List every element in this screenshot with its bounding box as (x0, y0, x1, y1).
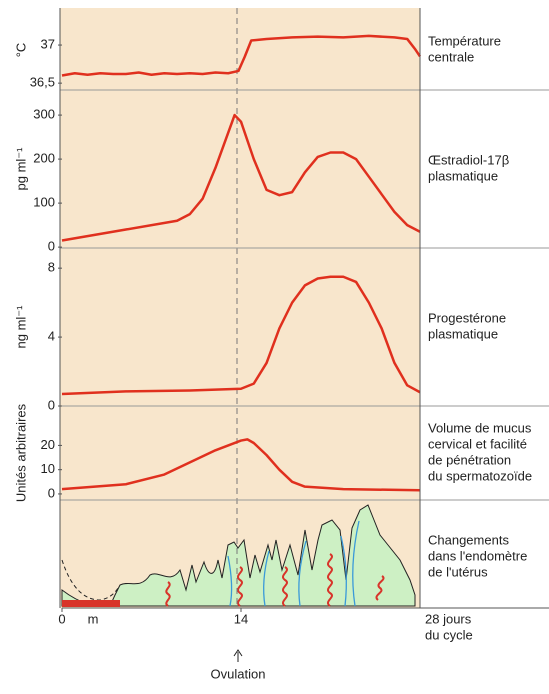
y-axis-label: pg ml⁻¹ (13, 147, 28, 191)
chart: m Ovulation 28 jours du cycle Changement… (0, 0, 549, 689)
ovulation-label: Ovulation (211, 666, 266, 681)
panel-label: Changements (428, 532, 509, 547)
panel-label: Progestérone (428, 310, 506, 325)
cycle-end-label: 28 jours (425, 611, 472, 626)
menses-label: m (88, 611, 99, 626)
panel-label: Volume de mucus (428, 420, 532, 435)
y-tick-label: 37 (41, 36, 55, 51)
y-tick-label: 0 (48, 485, 55, 500)
panel-label: de pénétration (428, 452, 511, 467)
panel-label: dans l'endomètre (428, 548, 527, 563)
y-tick-label: 10 (41, 461, 55, 476)
panel-label: du spermatozoïde (428, 468, 532, 483)
panel-label: de l'utérus (428, 564, 488, 579)
panel-label: centrale (428, 49, 474, 64)
panel-label: Œstradiol-17β (428, 152, 509, 167)
ovulation-arrow (234, 650, 242, 662)
y-tick-label: 8 (48, 260, 55, 275)
y-tick-label: 4 (48, 329, 55, 344)
y-axis-label: Unités arbitraires (13, 403, 28, 502)
panel-label: Température (428, 33, 501, 48)
y-axis-label: ng ml⁻¹ (13, 305, 28, 349)
x-tick-label: 14 (234, 611, 248, 626)
y-tick-label: 0 (48, 397, 55, 412)
y-tick-label: 0 (48, 239, 55, 254)
y-tick-label: 36,5 (30, 75, 55, 90)
y-tick-label: 200 (33, 151, 55, 166)
y-tick-label: 300 (33, 107, 55, 122)
x-tick-label: 0 (58, 611, 65, 626)
y-tick-label: 100 (33, 195, 55, 210)
y-axis-label: °C (13, 43, 28, 58)
panel-label: plasmatique (428, 326, 498, 341)
cycle-end-label: du cycle (425, 627, 473, 642)
panel-label: plasmatique (428, 168, 498, 183)
y-tick-label: 20 (41, 437, 55, 452)
menses-bar (62, 600, 120, 607)
panel-label: cervical et facilité (428, 436, 527, 451)
